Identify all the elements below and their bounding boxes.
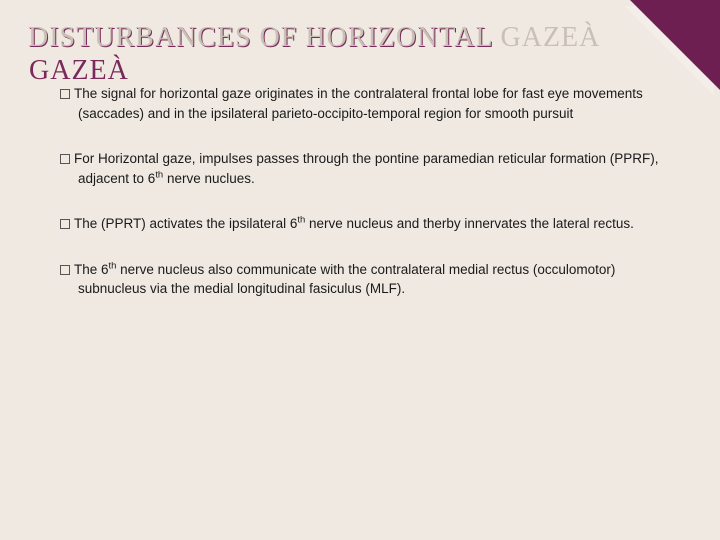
title-front-layer: DISTURBANCES OF HORIZONTAL GAZEÀ: [28, 22, 600, 53]
checkbox-icon: [60, 265, 70, 275]
bullet-text: 6: [97, 262, 108, 277]
checkbox-icon: [60, 154, 70, 164]
bullet-tail: nerve nucleus and therby innervates the …: [305, 216, 634, 231]
checkbox-icon: [60, 89, 70, 99]
bullet-item: The signal for horizontal gaze originate…: [60, 84, 660, 123]
ordinal-sup: th: [155, 169, 163, 180]
checkbox-icon: [60, 219, 70, 229]
slide-title: DISTURBANCES OF HORIZONTAL GAZEÀ DISTURB…: [28, 22, 600, 54]
bullet-item: The 6th nerve nucleus also communicate w…: [60, 260, 660, 299]
bullet-tail: nerve nucleus also communicate with the …: [78, 262, 615, 297]
bullet-tail: nerve nuclues.: [163, 171, 255, 186]
bullet-lead: The: [74, 86, 97, 101]
title-area: DISTURBANCES OF HORIZONTAL GAZEÀ DISTURB…: [0, 0, 720, 64]
bullet-item: The (PPRT) activates the ipsilateral 6th…: [60, 214, 660, 234]
bullet-text: (PPRT) activates the ipsilateral 6: [97, 216, 297, 231]
bullet-lead: The: [74, 262, 97, 277]
bullet-text: signal for horizontal gaze originates in…: [78, 86, 643, 121]
content-area: The signal for horizontal gaze originate…: [0, 64, 720, 345]
bullet-lead: The: [74, 216, 97, 231]
bullet-item: For Horizontal gaze, impulses passes thr…: [60, 149, 660, 188]
bullet-lead: For: [74, 151, 94, 166]
